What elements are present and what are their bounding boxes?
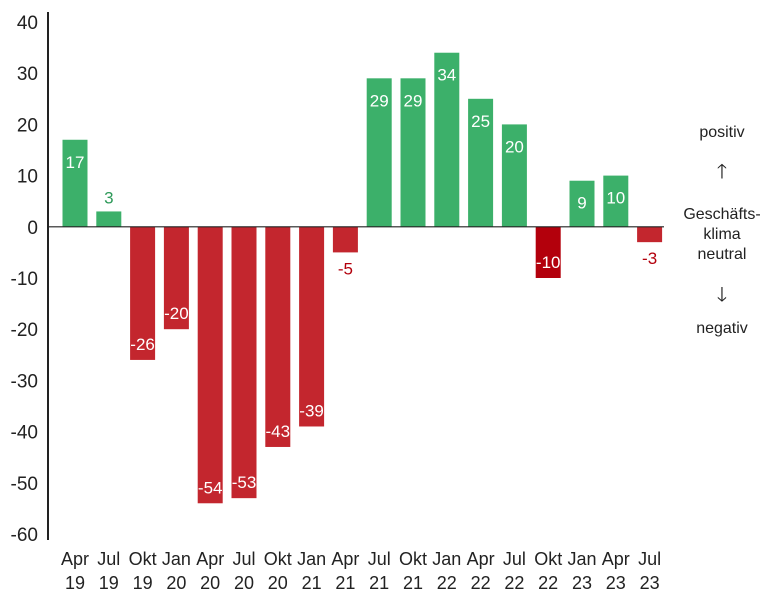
bar <box>468 98 494 227</box>
arrow-down-icon: 🡓 <box>716 284 728 306</box>
bar <box>197 226 223 504</box>
x-category-month: Apr <box>61 549 89 569</box>
bar <box>400 78 426 227</box>
x-category-year: 23 <box>572 573 592 593</box>
x-axis-category-labels: Apr 19 Jul 19 Okt 19 Jan 20 Apr 20 Jul 20 Okt 20 Jan 21… <box>61 549 661 593</box>
bar <box>569 180 595 227</box>
y-tick-label: 40 <box>17 13 38 34</box>
x-category-year: 23 <box>640 573 660 593</box>
y-tick-label: -10 <box>11 269 38 290</box>
value-label: 3 <box>104 188 113 207</box>
value-label: -5 <box>338 259 353 278</box>
x-category-year: 22 <box>504 573 524 593</box>
x-category-year: 20 <box>268 573 288 593</box>
x-category-month: Jan <box>162 549 191 569</box>
value-label: 34 <box>437 66 456 85</box>
bar <box>501 124 527 227</box>
x-category-year: 19 <box>65 573 85 593</box>
value-label: -53 <box>232 473 257 492</box>
x-category-month: Jan <box>567 549 596 569</box>
y-tick-label: -50 <box>11 474 38 495</box>
x-category-month: Jul <box>97 549 120 569</box>
x-category-month: Jul <box>638 549 661 569</box>
value-label: -54 <box>198 478 223 497</box>
x-category-month: Jul <box>232 549 255 569</box>
value-label: 29 <box>370 91 389 110</box>
y-axis-tick-labels: 40 30 20 10 0 -10 -20 -30 -40 -50 -60 <box>11 13 38 546</box>
bar <box>163 226 189 330</box>
bar <box>637 226 663 243</box>
x-category-month: Jan <box>297 549 326 569</box>
value-label: 10 <box>606 189 625 208</box>
y-tick-label: -30 <box>11 371 38 392</box>
bar <box>231 226 257 499</box>
value-label: -20 <box>164 304 189 323</box>
bar <box>62 139 88 227</box>
value-label: 9 <box>577 194 586 213</box>
value-label: -10 <box>536 253 561 272</box>
value-label: -3 <box>642 249 657 268</box>
x-category-year: 22 <box>471 573 491 593</box>
x-category-month: Jul <box>368 549 391 569</box>
x-category-year: 21 <box>302 573 322 593</box>
x-category-year: 21 <box>335 573 355 593</box>
value-label: 25 <box>471 112 490 131</box>
x-category-month: Apr <box>196 549 224 569</box>
y-tick-label: 20 <box>17 115 38 136</box>
y-tick-label: -40 <box>11 423 38 444</box>
bar <box>434 52 460 227</box>
legend-positive-label: positiv <box>699 124 745 141</box>
x-category-year: 22 <box>538 573 558 593</box>
value-label: 17 <box>66 153 85 172</box>
bar <box>332 226 358 253</box>
value-label: 20 <box>505 137 524 156</box>
value-label: -26 <box>130 335 155 354</box>
value-label: 29 <box>404 91 423 110</box>
x-category-month: Apr <box>602 549 630 569</box>
bars <box>62 52 663 504</box>
x-category-year: 21 <box>403 573 423 593</box>
x-category-month: Jul <box>503 549 526 569</box>
y-tick-label: -60 <box>11 525 38 546</box>
y-tick-label: 10 <box>17 167 38 188</box>
x-category-year: 22 <box>437 573 457 593</box>
x-category-month: Jan <box>432 549 461 569</box>
x-category-year: 20 <box>200 573 220 593</box>
legend-neutral-label: Geschäfts- klima neutral <box>683 206 761 263</box>
y-tick-label: 0 <box>27 218 38 239</box>
x-category-month: Okt <box>399 549 427 569</box>
x-category-year: 19 <box>133 573 153 593</box>
value-labels: 17 3 -26 -20 -54 -53 -43 -39 -5 29 29 34 25 20 -10 9 10 -… <box>66 66 658 498</box>
bar <box>299 226 325 427</box>
x-category-month: Okt <box>534 549 562 569</box>
bar <box>265 226 291 447</box>
bar <box>603 175 629 227</box>
bar <box>535 226 561 278</box>
x-category-year: 23 <box>606 573 626 593</box>
legend-negative-label: negativ <box>696 320 748 337</box>
x-category-year: 21 <box>369 573 389 593</box>
x-category-year: 20 <box>234 573 254 593</box>
y-tick-label: -20 <box>11 320 38 341</box>
arrow-up-icon: 🡑 <box>716 161 728 183</box>
value-label: -43 <box>266 422 291 441</box>
x-category-month: Okt <box>129 549 157 569</box>
y-tick-label: 30 <box>17 64 38 85</box>
value-label: -39 <box>299 401 324 420</box>
bar <box>130 226 156 360</box>
x-category-year: 20 <box>166 573 186 593</box>
bar <box>366 78 392 227</box>
x-category-month: Apr <box>331 549 359 569</box>
bar <box>96 211 122 227</box>
x-category-year: 19 <box>99 573 119 593</box>
x-category-month: Apr <box>467 549 495 569</box>
x-category-month: Okt <box>264 549 292 569</box>
